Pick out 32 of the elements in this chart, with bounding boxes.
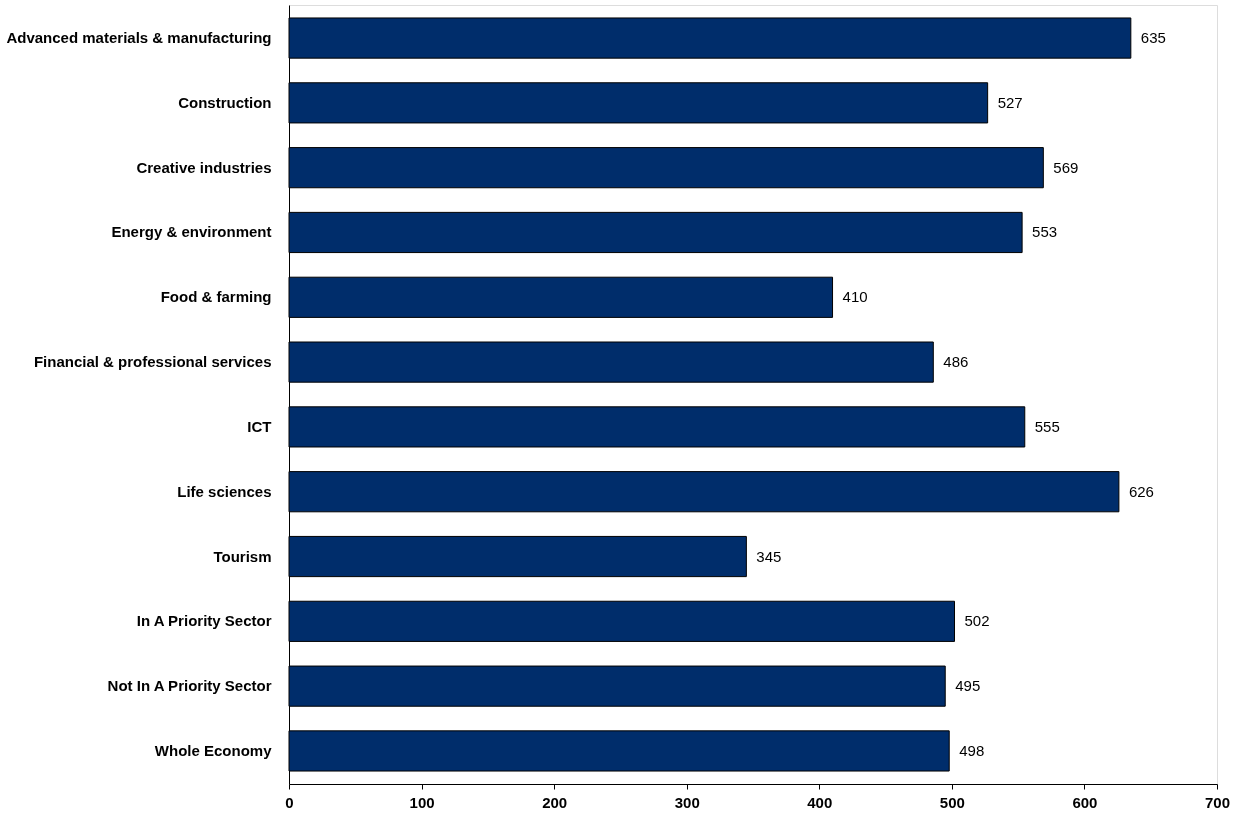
data-label: 345 bbox=[756, 547, 782, 565]
y-tick-label: Not In A Priority Sector bbox=[107, 677, 272, 695]
x-tick-label: 500 bbox=[939, 793, 965, 811]
y-tick-label: Tourism bbox=[213, 547, 272, 565]
data-label: 569 bbox=[1053, 158, 1079, 176]
x-tick-label: 100 bbox=[409, 793, 435, 811]
x-tick-label: 0 bbox=[285, 793, 294, 811]
y-tick-label: Financial & professional services bbox=[33, 353, 272, 371]
data-label: 486 bbox=[943, 353, 969, 371]
x-tick-label: 300 bbox=[674, 793, 700, 811]
data-label: 527 bbox=[997, 93, 1023, 111]
y-tick-label: Energy & environment bbox=[111, 223, 272, 241]
x-tick-label: 400 bbox=[807, 793, 833, 811]
data-label: 626 bbox=[1128, 482, 1154, 500]
x-tick-label: 600 bbox=[1072, 793, 1098, 811]
y-tick-label: Life sciences bbox=[177, 482, 272, 500]
y-tick-label: Creative industries bbox=[136, 158, 272, 176]
y-tick-label: Whole Economy bbox=[154, 741, 273, 759]
y-tick-label: Advanced materials & manufacturing bbox=[6, 29, 272, 47]
data-label: 498 bbox=[959, 741, 985, 759]
data-label: 502 bbox=[964, 612, 990, 630]
y-tick-label: In A Priority Sector bbox=[136, 612, 272, 630]
x-tick-label: 700 bbox=[1204, 793, 1231, 811]
y-tick-label: ICT bbox=[247, 417, 272, 435]
y-tick-label: Food & farming bbox=[160, 288, 272, 306]
data-label: 410 bbox=[842, 288, 868, 306]
x-tick-label: 200 bbox=[542, 793, 568, 811]
data-label: 555 bbox=[1034, 417, 1060, 435]
data-label: 495 bbox=[955, 677, 981, 695]
y-tick-label: Construction bbox=[178, 93, 272, 111]
data-label: 635 bbox=[1140, 29, 1166, 47]
data-label: 553 bbox=[1032, 223, 1058, 241]
